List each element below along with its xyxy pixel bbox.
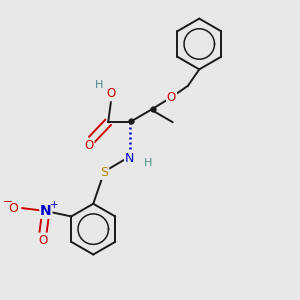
Text: O: O: [84, 139, 93, 152]
Text: O: O: [38, 233, 47, 247]
Text: N: N: [125, 152, 134, 165]
Text: −: −: [3, 195, 13, 208]
Text: N: N: [40, 204, 52, 218]
Text: S: S: [100, 166, 108, 179]
Text: O: O: [106, 87, 116, 101]
Text: H: H: [143, 158, 152, 167]
Text: H: H: [95, 80, 103, 90]
Text: O: O: [9, 202, 18, 214]
Text: +: +: [50, 200, 58, 210]
Text: O: O: [167, 91, 176, 103]
